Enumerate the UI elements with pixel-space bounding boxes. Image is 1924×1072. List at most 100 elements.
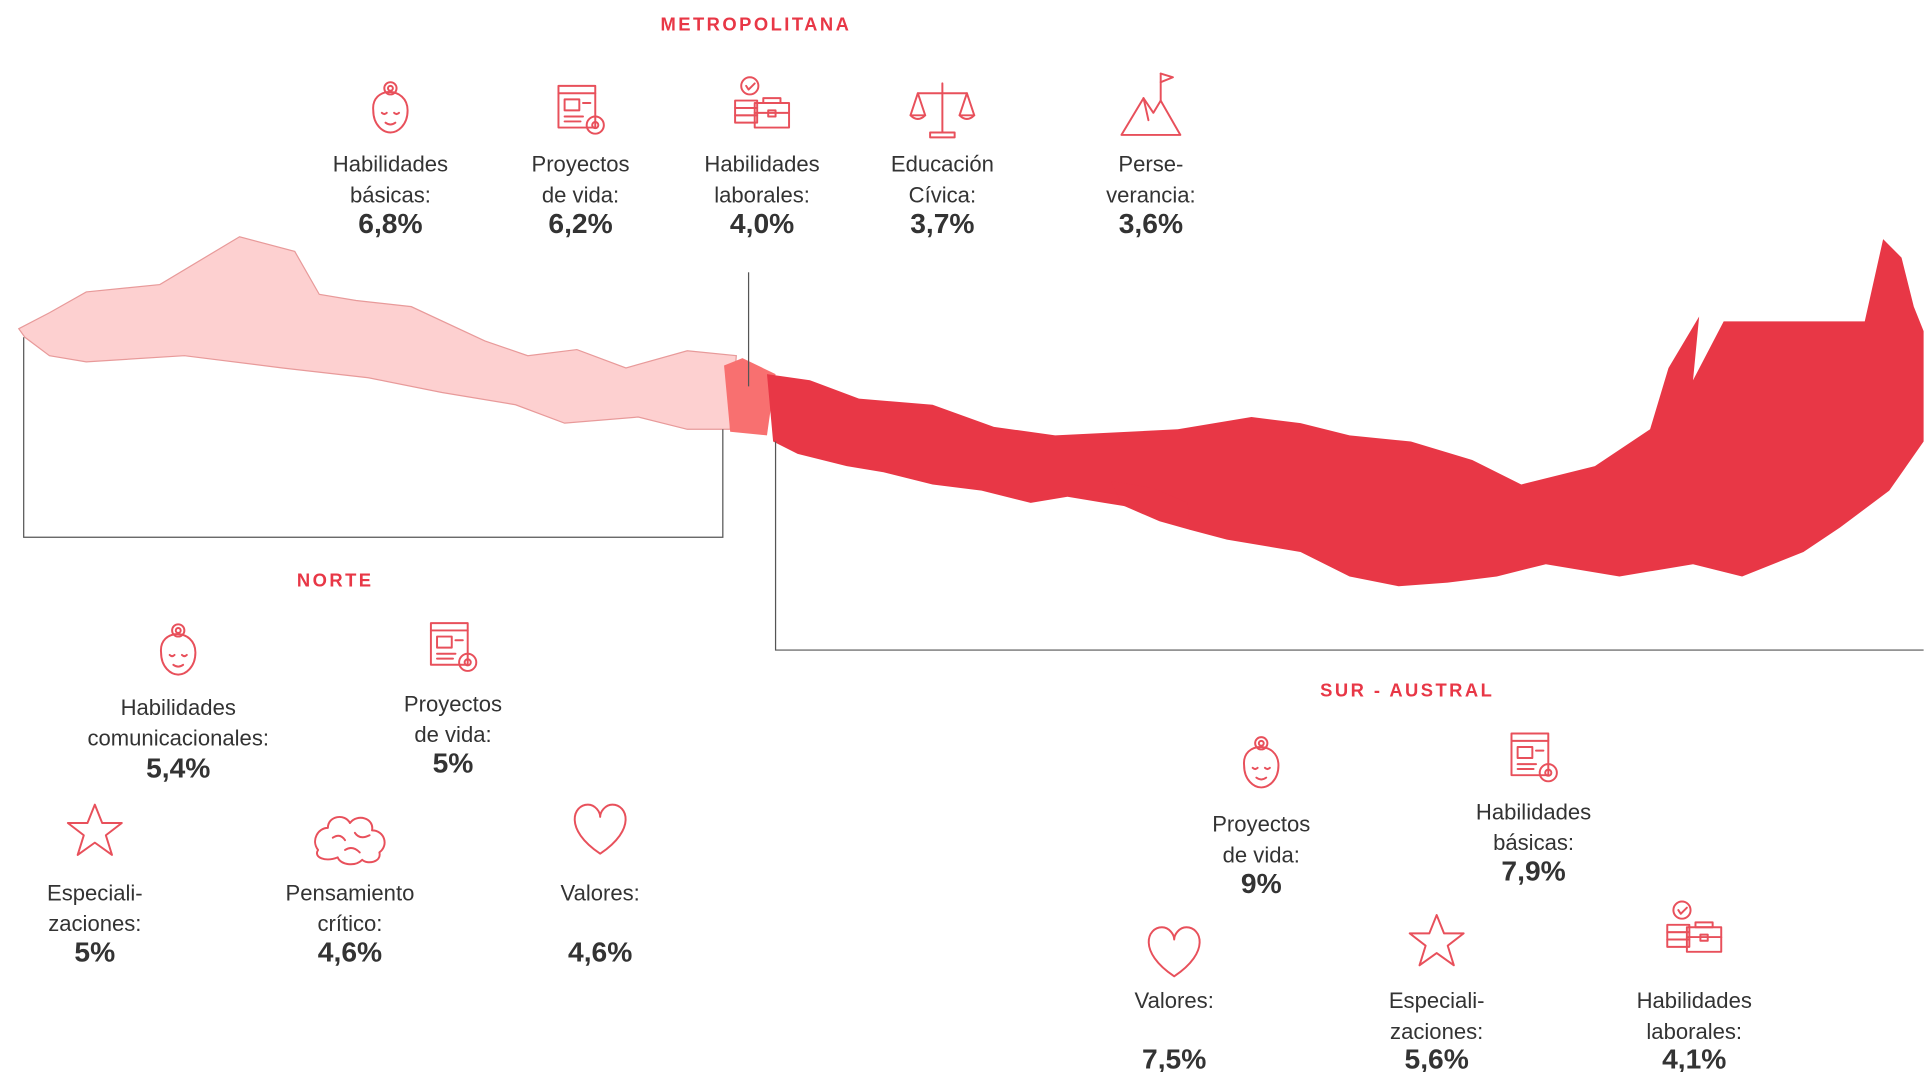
icon-shape xyxy=(1666,938,1691,948)
item-value: 7,5% xyxy=(1142,1042,1206,1072)
icon-shape xyxy=(1251,766,1271,781)
icon-shape xyxy=(314,816,386,866)
icon-shape xyxy=(1677,906,1688,915)
icon-star xyxy=(1408,914,1465,967)
region-title: SUR - AUSTRAL xyxy=(1320,680,1494,701)
icon-shape xyxy=(168,653,188,668)
item-label: Habilidades xyxy=(333,152,448,177)
item-label: Habilidades xyxy=(704,152,819,177)
item-label: Educación xyxy=(891,152,994,177)
item-label: verancia: xyxy=(1106,182,1196,207)
item-value: 4,6% xyxy=(318,936,382,968)
region-norte xyxy=(17,236,737,430)
icon-shape xyxy=(429,622,469,666)
icon-shape xyxy=(585,115,605,135)
item-value: 5,4% xyxy=(146,752,210,784)
icon-shape xyxy=(909,114,976,120)
item-label: Habilidades xyxy=(121,695,236,720)
sur-frame xyxy=(774,441,1924,651)
icon-heart xyxy=(1147,926,1201,978)
icon-shape xyxy=(1408,914,1465,967)
icon-shape xyxy=(767,109,777,118)
item-value: 6,8% xyxy=(358,207,422,239)
icon-shape xyxy=(1159,72,1174,84)
icon-shape xyxy=(372,91,409,134)
icon-shape xyxy=(380,111,400,126)
item-value: 6,2% xyxy=(548,207,612,239)
item-label: laborales: xyxy=(1646,1019,1742,1044)
icon-scales xyxy=(909,82,976,139)
icon-shape xyxy=(331,831,371,854)
icon-brain xyxy=(314,816,386,866)
icon-shape xyxy=(463,658,472,667)
map xyxy=(17,236,1924,587)
item-label: Especiali- xyxy=(47,880,143,905)
icon-head xyxy=(372,81,409,134)
icon-mountain xyxy=(1120,72,1182,136)
item-value: 4,0% xyxy=(730,207,794,239)
item-value: 3,6% xyxy=(1119,207,1183,239)
item-value: 4,1% xyxy=(1662,1042,1726,1072)
icon-shape xyxy=(66,803,123,856)
item-label: de vida: xyxy=(414,722,491,747)
icon-shape xyxy=(762,97,782,105)
icon-shape xyxy=(1694,921,1714,929)
item-label: básicas: xyxy=(350,182,431,207)
region-metropolitana xyxy=(724,358,776,436)
icon-shape xyxy=(160,633,197,676)
icon-star xyxy=(66,803,123,856)
icon-shape xyxy=(1147,926,1201,978)
item-label: Perse- xyxy=(1118,152,1183,177)
icon-shape xyxy=(1254,736,1269,751)
icon-project xyxy=(557,84,605,135)
region-panel: METROPOLITANA Habilidades básicas:6,8% Proy… xyxy=(333,14,1196,239)
icon-shape xyxy=(458,652,478,672)
item-label: zaciones: xyxy=(48,911,141,936)
icon-shape xyxy=(1142,97,1150,122)
item-label: básicas: xyxy=(1493,830,1574,855)
icon-shape xyxy=(174,627,182,634)
icon-heart xyxy=(573,803,627,855)
icon-shape xyxy=(1538,763,1558,783)
item-label: Pensamiento xyxy=(286,880,415,905)
item-label: laborales: xyxy=(714,182,810,207)
icon-head xyxy=(1243,736,1280,789)
item-value: 5% xyxy=(74,936,115,968)
item-label: de vida: xyxy=(542,182,619,207)
icon-shape xyxy=(1257,739,1265,747)
icon-shape xyxy=(171,623,186,638)
item-value: 3,7% xyxy=(910,207,974,239)
icon-project xyxy=(1510,732,1558,783)
icon-shape xyxy=(1699,933,1709,942)
icon-shape xyxy=(1516,745,1534,759)
item-label: Valores: xyxy=(561,880,640,905)
item-label: Habilidades xyxy=(1476,799,1591,824)
icon-shape xyxy=(573,803,627,855)
item-value: 5,6% xyxy=(1405,1042,1469,1072)
island xyxy=(1110,480,1191,530)
item-value: 7,9% xyxy=(1501,855,1565,887)
item-value: 5% xyxy=(433,747,474,779)
item-value: 9% xyxy=(1241,867,1282,899)
region-title: NORTE xyxy=(297,569,374,590)
icon-shape xyxy=(1243,745,1280,789)
region-panel: NORTE Habilidades comunicacionales:5,4% Pro… xyxy=(47,569,640,967)
icon-shape xyxy=(745,82,756,91)
item-label: comunicacionales: xyxy=(87,726,269,751)
icon-briefcase xyxy=(734,76,791,129)
item-label: Valores: xyxy=(1135,988,1214,1013)
region-title: METROPOLITANA xyxy=(661,14,852,35)
icon-shape xyxy=(1510,732,1550,777)
icon-shape xyxy=(753,102,791,129)
icon-shape xyxy=(557,84,597,129)
icon-head xyxy=(160,623,197,676)
item-label: Especiali- xyxy=(1389,988,1485,1013)
icon-shape xyxy=(1120,97,1182,136)
item-label: Habilidades xyxy=(1637,988,1752,1013)
icon-shape xyxy=(383,81,398,96)
icon-shape xyxy=(1685,926,1723,953)
icon-shape xyxy=(1544,768,1553,777)
item-label: zaciones: xyxy=(1390,1019,1483,1044)
